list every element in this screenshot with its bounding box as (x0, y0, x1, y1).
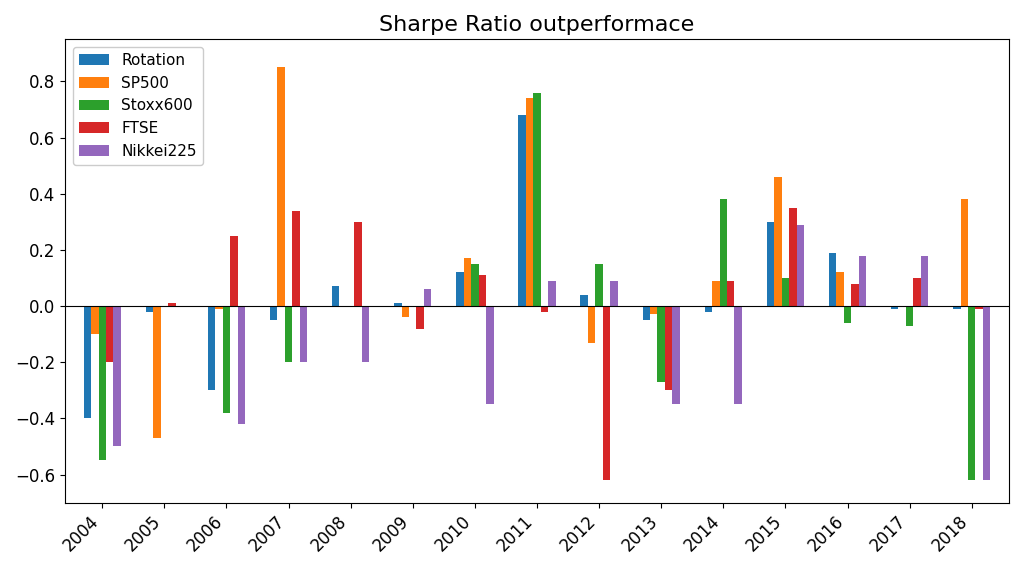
Bar (208, 306, 215, 390)
Bar (105, 306, 114, 362)
Bar (401, 306, 409, 317)
Bar (595, 264, 603, 306)
Bar (215, 306, 223, 309)
Bar (976, 306, 983, 309)
Bar (844, 306, 851, 323)
Bar (424, 289, 431, 306)
Bar (332, 286, 340, 306)
Bar (230, 236, 238, 306)
Bar (238, 306, 245, 424)
Bar (541, 306, 548, 312)
Bar (603, 306, 610, 480)
Bar (961, 200, 968, 306)
Bar (983, 306, 990, 480)
Bar (837, 272, 844, 306)
Bar (457, 272, 464, 306)
Bar (953, 306, 961, 309)
Bar (968, 306, 976, 480)
Bar (471, 264, 478, 306)
Bar (610, 281, 617, 306)
Bar (114, 306, 121, 446)
Bar (394, 303, 401, 306)
Bar (486, 306, 494, 404)
Bar (417, 306, 424, 328)
Bar (518, 115, 525, 306)
Bar (278, 67, 285, 306)
Bar (906, 306, 913, 325)
Bar (525, 98, 534, 306)
Bar (270, 306, 278, 320)
Bar (673, 306, 680, 404)
Bar (727, 281, 734, 306)
Bar (665, 306, 673, 390)
Bar (774, 177, 781, 306)
Bar (548, 281, 556, 306)
Bar (781, 278, 790, 306)
Bar (828, 253, 837, 306)
Bar (851, 284, 859, 306)
Legend: Rotation, SP500, Stoxx600, FTSE, Nikkei225: Rotation, SP500, Stoxx600, FTSE, Nikkei2… (73, 47, 203, 165)
Bar (705, 306, 712, 312)
Bar (91, 306, 98, 334)
Bar (891, 306, 898, 309)
Bar (921, 255, 929, 306)
Bar (84, 306, 91, 418)
Bar (285, 306, 292, 362)
Bar (720, 200, 727, 306)
Bar (581, 295, 588, 306)
Bar (223, 306, 230, 413)
Bar (478, 275, 486, 306)
Bar (354, 222, 361, 306)
Bar (657, 306, 665, 382)
Bar (734, 306, 742, 404)
Title: Sharpe Ratio outperformace: Sharpe Ratio outperformace (379, 15, 694, 35)
Bar (767, 222, 774, 306)
Bar (98, 306, 105, 461)
Bar (859, 255, 866, 306)
Bar (712, 281, 720, 306)
Bar (650, 306, 657, 315)
Bar (168, 303, 175, 306)
Bar (643, 306, 650, 320)
Bar (534, 93, 541, 306)
Bar (300, 306, 307, 362)
Bar (292, 210, 300, 306)
Bar (913, 278, 921, 306)
Bar (361, 306, 370, 362)
Bar (154, 306, 161, 438)
Bar (790, 208, 797, 306)
Bar (145, 306, 154, 312)
Bar (464, 258, 471, 306)
Bar (797, 225, 804, 306)
Bar (588, 306, 595, 343)
